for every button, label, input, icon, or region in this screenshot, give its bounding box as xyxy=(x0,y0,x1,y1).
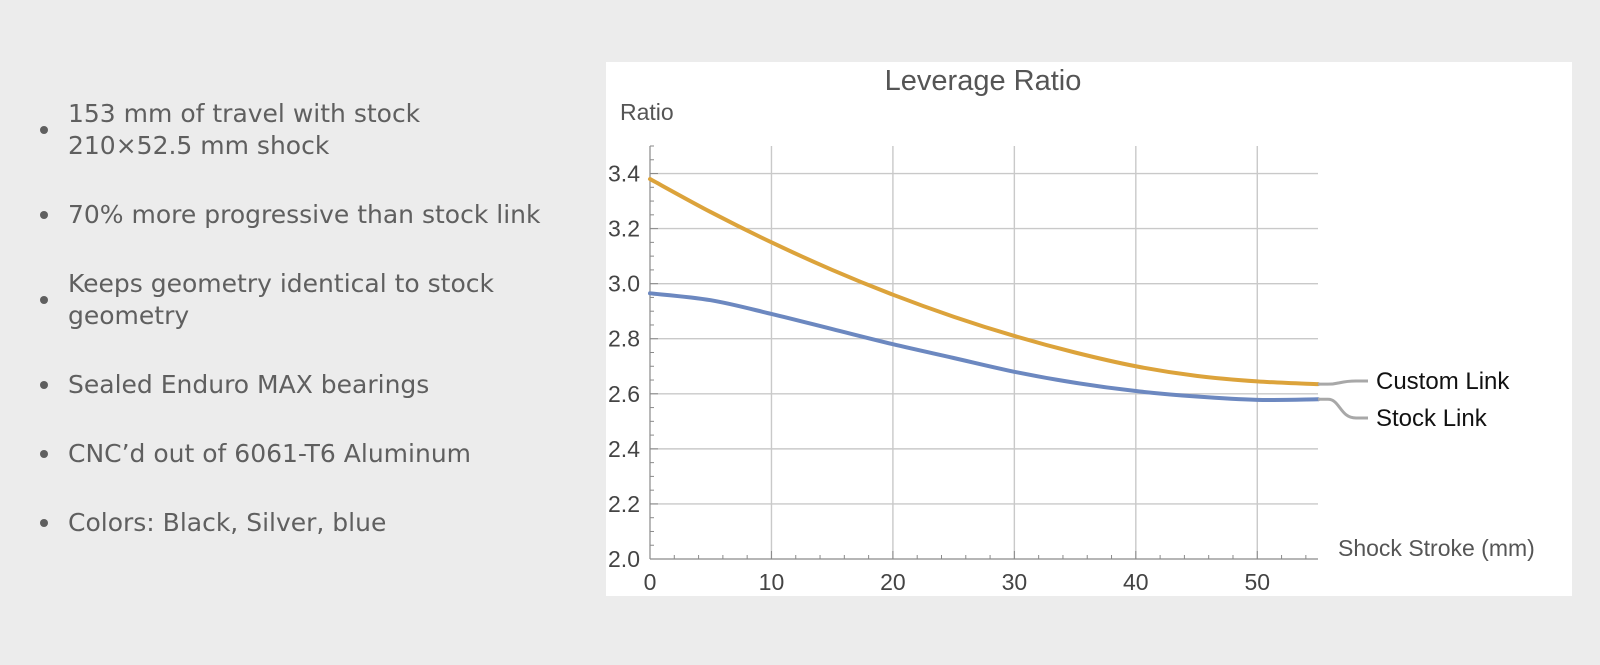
feature-text: Colors: Black, Silver, blue xyxy=(68,508,387,537)
series-callout-line xyxy=(1318,397,1368,420)
feature-text: 210×52.5 mm shock xyxy=(68,131,330,160)
x-tick-label: 40 xyxy=(1123,569,1149,595)
x-tick-label: 0 xyxy=(644,569,657,595)
x-tick-label: 20 xyxy=(880,569,906,595)
y-axis-label: Ratio xyxy=(620,99,674,125)
series-label: Custom Link xyxy=(1376,368,1510,395)
x-tick-label: 50 xyxy=(1244,569,1270,595)
bullet-icon xyxy=(40,381,48,389)
chart-title: Leverage Ratio xyxy=(885,65,1082,97)
series-callout-line xyxy=(1318,379,1368,386)
feature-text: Keeps geometry identical to stock xyxy=(68,269,494,298)
feature-text: geometry xyxy=(68,301,190,330)
series-line-custom-link xyxy=(648,177,1320,387)
y-tick-label: 2.8 xyxy=(608,326,640,352)
feature-item: Keeps geometry identical to stock geometr… xyxy=(30,268,570,332)
feature-text: Sealed Enduro MAX bearings xyxy=(68,370,430,399)
bullet-icon xyxy=(40,519,48,527)
feature-text: CNC’d out of 6061-T6 Aluminum xyxy=(68,439,472,468)
y-tick-label: 3.4 xyxy=(608,161,640,187)
series-label: Stock Link xyxy=(1376,405,1488,432)
feature-list: 153 mm of travel with stock 210×52.5 mm s… xyxy=(30,98,570,539)
y-tick-label: 2.0 xyxy=(608,546,640,572)
x-axis-label: Shock Stroke (mm) xyxy=(1338,535,1535,561)
series-line-stock-link xyxy=(648,291,1320,402)
feature-item: 153 mm of travel with stock 210×52.5 mm s… xyxy=(30,98,570,162)
y-tick-label: 2.4 xyxy=(608,436,640,462)
feature-item: CNC’d out of 6061-T6 Aluminum xyxy=(30,438,570,470)
feature-item: Sealed Enduro MAX bearings xyxy=(30,369,570,401)
feature-text: 70% more progressive than stock link xyxy=(68,200,541,229)
x-tick-label: 10 xyxy=(759,569,785,595)
feature-text: 153 mm of travel with stock xyxy=(68,99,421,128)
bullet-icon xyxy=(40,450,48,458)
feature-item: Colors: Black, Silver, blue xyxy=(30,507,570,539)
y-tick-label: 3.0 xyxy=(608,271,640,297)
chart-svg: 2.0 2.2 2.4 2.6 2.8 3.0 3.2 3.4 0 10 20 30 40 50 Lever… xyxy=(608,65,1535,595)
y-tick-label: 2.6 xyxy=(608,381,640,407)
bullet-icon xyxy=(40,296,48,304)
bullet-icon xyxy=(40,126,48,134)
feature-item: 70% more progressive than stock link xyxy=(30,199,570,231)
x-tick-label: 30 xyxy=(1002,569,1028,595)
bullet-icon xyxy=(40,211,48,219)
leverage-ratio-chart: 2.0 2.2 2.4 2.6 2.8 3.0 3.2 3.4 0 10 20 30 40 50 Lever… xyxy=(606,62,1572,596)
y-tick-label: 3.2 xyxy=(608,216,640,242)
y-tick-label: 2.2 xyxy=(608,491,640,517)
